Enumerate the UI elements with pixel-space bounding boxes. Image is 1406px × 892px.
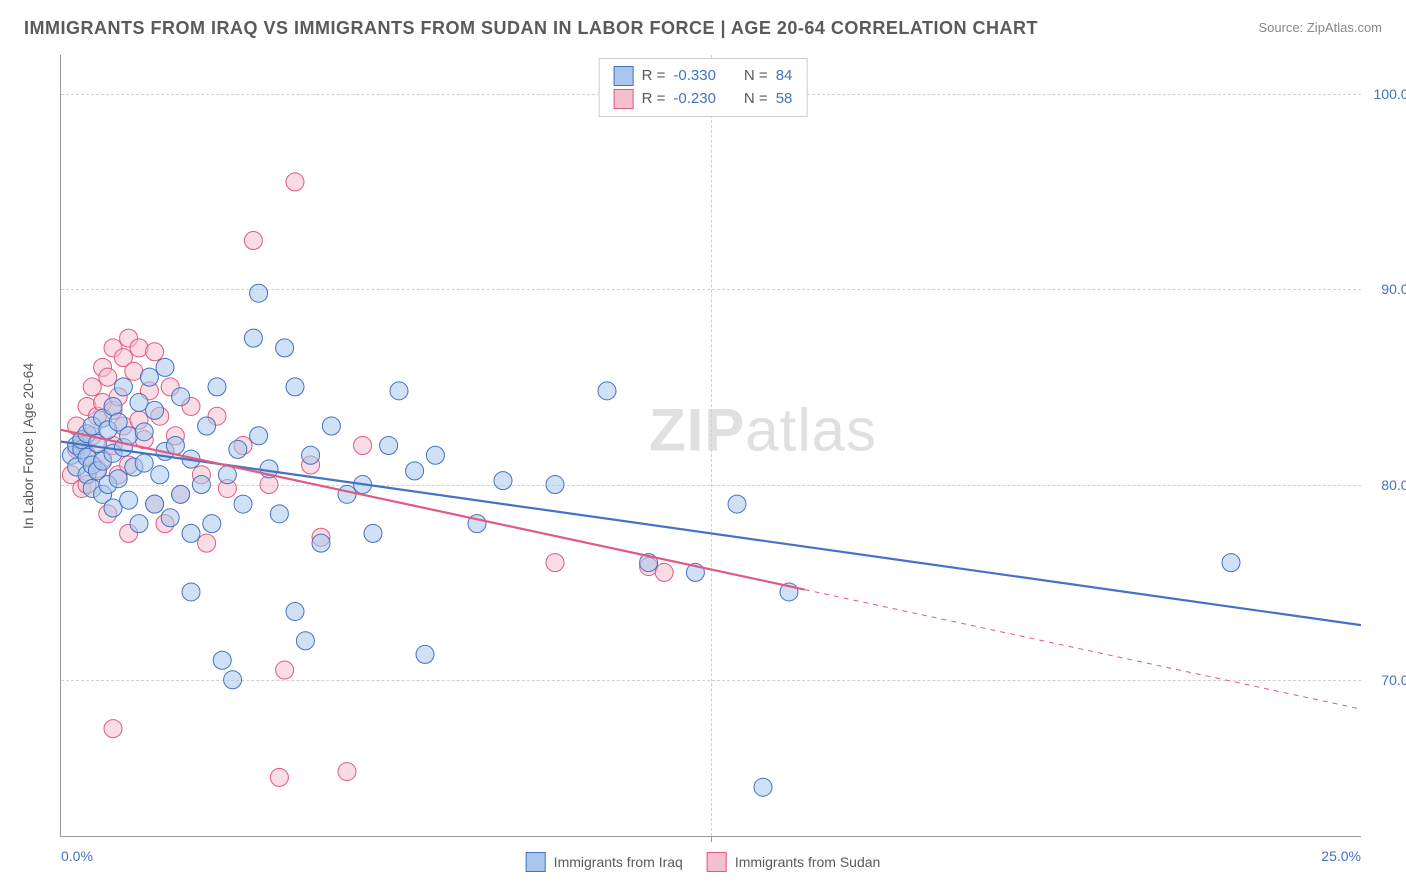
chart-title: IMMIGRANTS FROM IRAQ VS IMMIGRANTS FROM … [24,18,1038,39]
legend-item-sudan: Immigrants from Sudan [707,852,881,872]
stats-legend: R = -0.330 N = 84 R = -0.230 N = 58 [599,58,808,117]
n-label: N = [744,65,768,88]
swatch-iraq-icon [526,852,546,872]
swatch-sudan [614,89,634,109]
legend-label-iraq: Immigrants from Iraq [554,854,683,870]
swatch-sudan-icon [707,852,727,872]
r-label: R = [642,65,666,88]
y-tick-label: 80.0% [1366,477,1406,493]
x-tick-label: 25.0% [1321,848,1361,864]
legend-item-iraq: Immigrants from Iraq [526,852,683,872]
stats-row-iraq: R = -0.330 N = 84 [614,65,793,88]
swatch-iraq [614,66,634,86]
y-tick-label: 70.0% [1366,672,1406,688]
legend-label-sudan: Immigrants from Sudan [735,854,881,870]
stats-row-sudan: R = -0.230 N = 58 [614,88,793,111]
n-value-sudan: 58 [776,88,793,111]
y-axis-title: In Labor Force | Age 20-64 [20,363,36,529]
series-legend: Immigrants from Iraq Immigrants from Sud… [526,852,881,872]
scatter-svg [61,55,1361,836]
chart-plot-area: ZIPatlas 70.0%80.0%90.0%100.0%0.0%25.0% [60,55,1361,837]
y-tick-label: 100.0% [1366,86,1406,102]
y-tick-label: 90.0% [1366,281,1406,297]
r-label: R = [642,88,666,111]
x-tick-label: 0.0% [61,848,93,864]
n-value-iraq: 84 [776,65,793,88]
source-label: Source: ZipAtlas.com [1258,20,1382,35]
r-value-iraq: -0.330 [673,65,716,88]
r-value-sudan: -0.230 [673,88,716,111]
n-label: N = [744,88,768,111]
